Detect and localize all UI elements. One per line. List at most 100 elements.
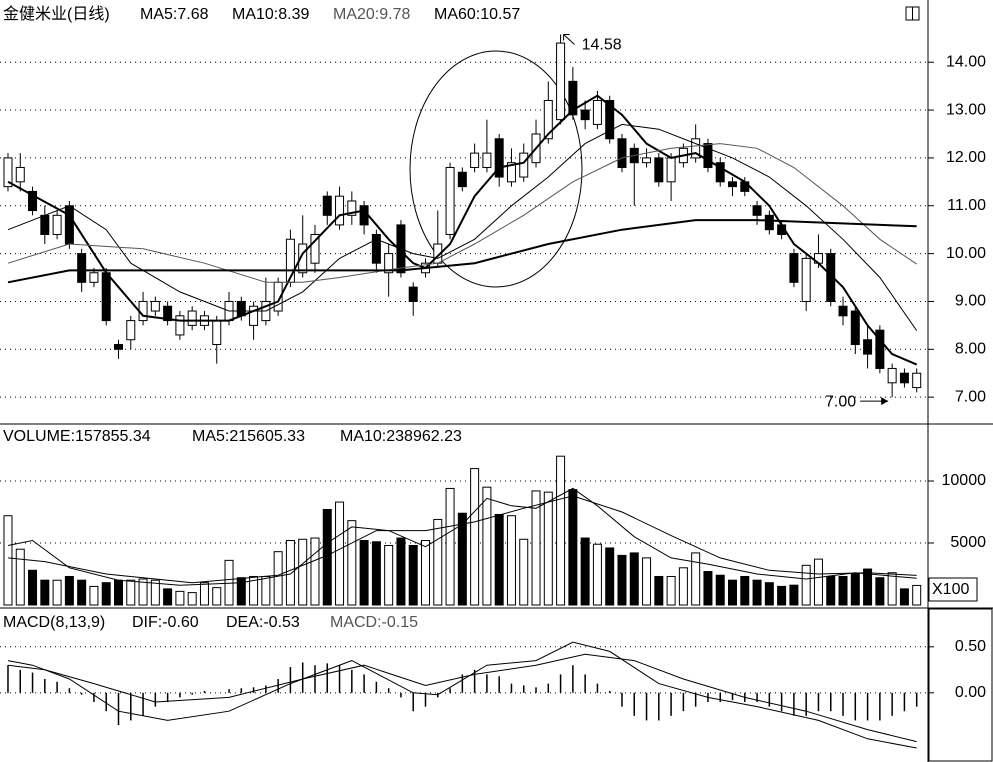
chart-title: VOLUME:157855.34 — [3, 428, 151, 445]
volume-bar — [556, 455, 566, 606]
candle-body — [470, 152, 480, 168]
candle-body — [359, 205, 369, 226]
volume-bar — [249, 575, 259, 606]
legend-label: MA5:215605.33 — [192, 428, 305, 445]
volume-bar — [15, 548, 25, 606]
candle-body — [371, 233, 381, 264]
volume-bar — [740, 575, 750, 606]
legend-label: DEA:-0.53 — [226, 614, 300, 631]
volume-bar — [568, 489, 578, 606]
volume-bar — [715, 574, 725, 606]
y-tick-label: 8.00 — [955, 341, 986, 358]
annotation-arrowhead — [563, 33, 570, 41]
volume-bar — [40, 579, 50, 606]
candle-body — [703, 143, 713, 168]
candle-body — [212, 320, 222, 346]
volume-bar — [445, 487, 455, 606]
volume-bar — [838, 575, 848, 606]
volume-bar — [199, 582, 209, 606]
volume-bar — [114, 579, 124, 606]
volume-bar — [470, 468, 480, 606]
volume-bar — [482, 486, 492, 606]
y-tick-label: 5000 — [950, 534, 986, 551]
volume-bar — [138, 578, 148, 606]
volume-bar — [433, 518, 443, 606]
candle-body — [64, 205, 74, 245]
volume-bar — [801, 564, 811, 606]
candle-body — [715, 162, 725, 183]
candle-body — [445, 166, 455, 235]
volume-bar — [298, 538, 308, 606]
volume-bar — [359, 540, 369, 606]
volume-bar — [163, 588, 173, 606]
y-tick-label: 10000 — [942, 472, 987, 489]
volume-bar — [335, 501, 345, 606]
volume-bar — [347, 520, 357, 606]
volume-bar — [236, 577, 246, 606]
y-tick-label: 0.00 — [955, 684, 986, 701]
candle-body — [666, 157, 676, 183]
candle-body — [592, 99, 602, 125]
legend-label: MA10:238962.23 — [340, 428, 462, 445]
volume-bar — [310, 537, 320, 606]
candle-body — [40, 214, 50, 235]
y-tick-label: 10.00 — [946, 245, 986, 262]
volume-bar — [89, 585, 99, 606]
ma-line — [7, 143, 917, 283]
candle-body — [752, 205, 762, 216]
ma-line — [7, 123, 918, 331]
chart-title: 金健米业(日线) — [3, 5, 110, 23]
candle-body — [77, 253, 87, 283]
volume-bar — [150, 579, 160, 606]
candle-body — [175, 315, 185, 336]
volume-bar — [899, 588, 909, 606]
volume-bar — [654, 575, 664, 606]
candle-body — [863, 339, 873, 355]
candle-body — [826, 253, 836, 302]
volume-bar — [789, 584, 799, 606]
volume-bar — [703, 571, 713, 606]
candle-body — [114, 344, 124, 350]
volume-bar — [77, 579, 87, 606]
unit-label: X100 — [932, 581, 969, 598]
candle-body — [801, 257, 811, 302]
volume-bar — [605, 547, 615, 606]
volume-bar — [457, 512, 467, 606]
volume-bar — [421, 540, 431, 606]
candle-body — [298, 243, 308, 274]
volume-bar — [396, 537, 406, 606]
y-tick-label: 12.00 — [946, 149, 986, 166]
annotation-label: 14.58 — [582, 37, 622, 54]
volume-bar — [384, 544, 394, 606]
legend-label: MA10:8.39 — [232, 6, 309, 23]
volume-bar — [728, 579, 738, 606]
candle-body — [347, 200, 357, 216]
candle-body — [101, 272, 111, 322]
chart-title: MACD(8,13,9) — [3, 614, 105, 631]
candle-body — [850, 310, 860, 346]
candle-body — [789, 253, 799, 283]
candle-body — [838, 305, 848, 317]
volume-bar — [691, 552, 701, 606]
legend-label: MA20:9.78 — [333, 6, 410, 23]
y-tick-label: 0.50 — [955, 638, 986, 655]
ma-line — [7, 94, 918, 366]
candle-body — [899, 372, 909, 384]
candle-body — [580, 109, 590, 121]
candle-body — [912, 372, 922, 389]
volume-bar — [261, 575, 271, 606]
candle-body — [875, 329, 885, 369]
volume-bar — [285, 540, 295, 606]
volume-bar — [629, 552, 639, 606]
annotation-arrowhead — [881, 397, 889, 406]
volume-bar — [187, 592, 197, 606]
legend-label: MA60:10.57 — [434, 6, 520, 23]
candle-body — [728, 181, 738, 188]
candle-body — [163, 305, 173, 322]
candle-body — [506, 162, 516, 183]
y-tick-label: 9.00 — [955, 293, 986, 310]
candle-body — [335, 195, 345, 226]
volume-bar — [175, 590, 185, 606]
